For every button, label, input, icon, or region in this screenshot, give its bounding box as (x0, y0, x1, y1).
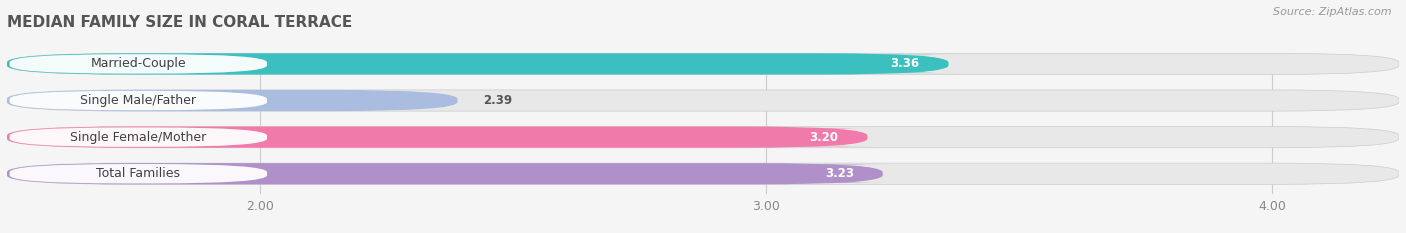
FancyBboxPatch shape (10, 91, 267, 110)
FancyBboxPatch shape (7, 53, 949, 75)
Text: 3.23: 3.23 (825, 167, 853, 180)
FancyBboxPatch shape (7, 127, 868, 148)
Text: MEDIAN FAMILY SIZE IN CORAL TERRACE: MEDIAN FAMILY SIZE IN CORAL TERRACE (7, 15, 353, 30)
FancyBboxPatch shape (773, 128, 875, 146)
Text: 3.20: 3.20 (810, 131, 838, 144)
FancyBboxPatch shape (7, 163, 1399, 184)
Text: Total Families: Total Families (97, 167, 180, 180)
Text: 2.39: 2.39 (482, 94, 512, 107)
FancyBboxPatch shape (7, 163, 883, 184)
FancyBboxPatch shape (7, 90, 457, 111)
Text: Married-Couple: Married-Couple (90, 57, 186, 70)
Text: 3.36: 3.36 (890, 57, 920, 70)
FancyBboxPatch shape (10, 164, 267, 183)
FancyBboxPatch shape (7, 127, 1399, 148)
FancyBboxPatch shape (7, 90, 1399, 111)
FancyBboxPatch shape (10, 127, 267, 147)
FancyBboxPatch shape (7, 53, 1399, 75)
FancyBboxPatch shape (855, 55, 956, 73)
FancyBboxPatch shape (10, 54, 267, 74)
FancyBboxPatch shape (789, 164, 890, 183)
Text: Source: ZipAtlas.com: Source: ZipAtlas.com (1274, 7, 1392, 17)
Text: Single Female/Mother: Single Female/Mother (70, 131, 207, 144)
Text: Single Male/Father: Single Male/Father (80, 94, 197, 107)
